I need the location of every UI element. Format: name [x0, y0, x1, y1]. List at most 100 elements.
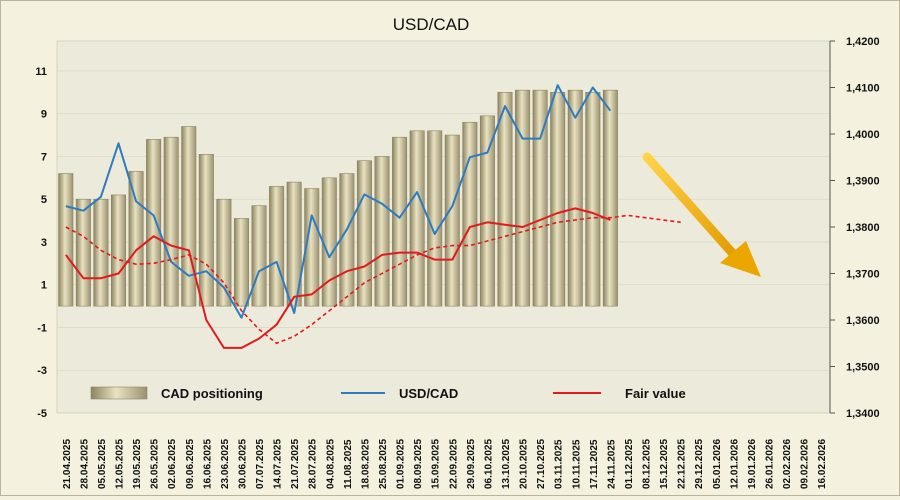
line-fair-value	[65, 207, 611, 349]
x-tick-label: 14.07.2025	[273, 439, 284, 489]
legend-label-usdcad: USD/CAD	[399, 386, 458, 401]
x-tick-label: 27.10.2025	[536, 439, 547, 489]
bar-cad-positioning	[321, 177, 337, 307]
x-tick-label: 09.06.2025	[185, 439, 196, 489]
left-axis: 11 9 7 5 3 1 -1 -3 -5	[35, 66, 47, 420]
right-tick-label: 1,3800	[846, 222, 880, 234]
x-tick-label: 03.11.2025	[554, 439, 565, 489]
x-tick-label: 02.06.2025	[167, 439, 178, 489]
bar-cad-positioning	[269, 186, 285, 307]
right-tick-label: 1,3600	[846, 315, 880, 327]
x-tick-label: 21.07.2025	[290, 439, 301, 489]
x-tick-label: 28.04.2025	[79, 439, 90, 489]
x-tick-label: 12.01.2026	[729, 439, 740, 489]
bar-cad-positioning	[58, 173, 74, 307]
legend-swatch-cad-positioning	[90, 386, 148, 400]
x-tick-label: 07.07.2025	[255, 439, 266, 489]
bar-cad-positioning	[550, 92, 566, 307]
legend-label-cad-positioning: CAD positioning	[161, 386, 263, 401]
left-tick-label: 3	[41, 237, 47, 249]
right-tick-label: 1,3900	[846, 176, 880, 188]
line-usd-cad	[65, 84, 612, 319]
bar-cad-positioning	[110, 194, 126, 307]
bar-cad-positioning	[198, 154, 214, 307]
lines-group	[65, 84, 681, 349]
x-tick-label: 13.10.2025	[501, 439, 512, 489]
right-tick-label: 1,3400	[846, 408, 880, 420]
bar-cad-positioning	[216, 198, 232, 307]
left-tick-label: 1	[41, 280, 47, 292]
x-tick-label: 15.09.2025	[431, 439, 442, 489]
x-tick-label: 19.05.2025	[132, 439, 143, 489]
down-arrow-annotation	[642, 152, 761, 277]
right-axis: 1,4200 1,4100 1,4000 1,3900 1,3800 1,3700 1,36…	[829, 36, 880, 420]
line-fair-value-trend	[65, 214, 681, 345]
x-tick-label: 02.02.2026	[782, 439, 793, 489]
bar-cad-positioning	[497, 92, 513, 307]
bar-cad-positioning	[427, 130, 443, 307]
bar-cad-positioning	[356, 160, 372, 307]
right-tick-label: 1,4100	[846, 83, 880, 95]
right-tick-label: 1,3700	[846, 269, 880, 281]
bar-cad-positioning	[233, 218, 249, 307]
legend: CAD positioning USD/CAD Fair value	[90, 386, 686, 401]
x-tick-label: 15.12.2025	[659, 439, 670, 489]
left-tick-label: 5	[41, 194, 47, 206]
x-tick-label: 16.06.2025	[202, 439, 213, 489]
bar-cad-positioning	[339, 173, 355, 307]
legend-label-fair-value: Fair value	[625, 386, 686, 401]
bar-cad-positioning	[286, 181, 302, 307]
right-tick-label: 1,4000	[846, 129, 880, 141]
x-axis: 21.04.2025 28.04.2025 05.05.2025 12.05.2025…	[62, 439, 828, 489]
x-tick-label: 09.02.2026	[800, 439, 811, 489]
x-tick-label: 23.06.2025	[220, 439, 231, 489]
x-tick-label: 26.01.2026	[765, 439, 776, 489]
bar-cad-positioning	[93, 198, 109, 307]
x-tick-label: 08.09.2025	[413, 439, 424, 489]
bar-cad-positioning	[479, 115, 495, 307]
left-tick-label: 9	[41, 109, 47, 121]
bar-cad-positioning	[567, 89, 583, 307]
left-tick-label: -3	[37, 365, 47, 377]
x-tick-label: 19.01.2026	[747, 439, 758, 489]
x-tick-label: 22.12.2025	[677, 439, 688, 489]
bar-cad-positioning	[409, 130, 425, 307]
left-tick-label: 11	[35, 66, 47, 78]
x-tick-label: 10.11.2025	[571, 439, 582, 489]
bar-cad-positioning	[304, 188, 320, 307]
x-tick-label: 29.12.2025	[694, 439, 705, 489]
bar-cad-positioning	[128, 171, 144, 307]
x-tick-label: 24.11.2025	[606, 439, 617, 489]
bar-cad-positioning	[75, 198, 91, 307]
bar-cad-positioning	[146, 139, 162, 307]
bar-cad-positioning	[181, 126, 197, 307]
bar-cad-positioning	[163, 136, 179, 307]
bar-cad-positioning	[392, 136, 408, 307]
right-tick-label: 1,3500	[846, 362, 880, 374]
x-tick-label: 18.08.2025	[360, 439, 371, 489]
x-tick-label: 26.05.2025	[150, 439, 161, 489]
x-tick-label: 20.10.2025	[519, 439, 530, 489]
x-tick-label: 08.12.2025	[642, 439, 653, 489]
bar-cad-positioning	[602, 89, 618, 307]
x-tick-label: 21.04.2025	[62, 439, 73, 489]
bars-group	[58, 89, 618, 307]
bar-cad-positioning	[251, 205, 267, 307]
chart-title: USD/CAD	[393, 15, 470, 34]
x-tick-label: 06.10.2025	[483, 439, 494, 489]
bar-cad-positioning	[462, 121, 478, 307]
x-tick-label: 11.08.2025	[343, 439, 354, 489]
x-tick-label: 04.08.2025	[325, 439, 336, 489]
bar-cad-positioning	[374, 156, 390, 307]
x-tick-label: 28.07.2025	[308, 439, 319, 489]
bar-cad-positioning	[585, 92, 601, 307]
left-tick-label: -5	[37, 408, 47, 420]
left-tick-label: 7	[41, 151, 47, 163]
x-tick-label: 29.09.2025	[466, 439, 477, 489]
x-tick-label: 22.09.2025	[448, 439, 459, 489]
x-tick-label: 17.11.2025	[589, 439, 600, 489]
bar-cad-positioning	[444, 134, 460, 307]
x-tick-label: 05.01.2026	[712, 439, 723, 489]
